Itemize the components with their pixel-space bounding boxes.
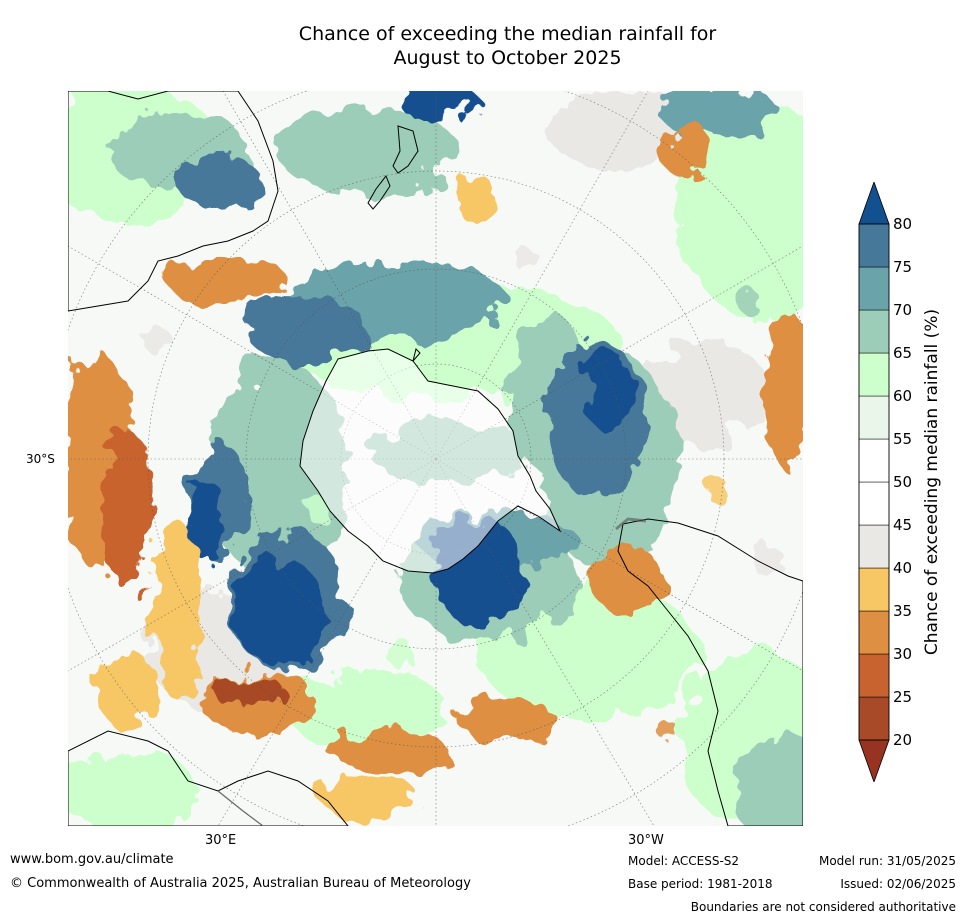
- colorbar-tick-label: 80: [893, 215, 913, 233]
- copyright-text: © Commonwealth of Australia 2025, Austra…: [10, 876, 471, 891]
- antarctica-outline: [299, 348, 562, 574]
- colorbar: [858, 182, 890, 782]
- colorbar-band: [858, 524, 890, 569]
- model-run-date: Model run: 31/05/2025: [818, 854, 956, 868]
- field-blue: [178, 91, 778, 671]
- colorbar-tick-label: 40: [893, 559, 913, 577]
- colorbar-tick-label: 20: [893, 731, 913, 749]
- colorbar-tick-label: 50: [893, 473, 913, 491]
- colorbar-tick-label: 30: [893, 645, 913, 663]
- lon-label-30w: 30°W: [628, 833, 664, 848]
- colorbar-band: [858, 438, 890, 483]
- lon-label-30e: 30°E: [205, 833, 237, 848]
- colorbar-band: [858, 653, 890, 698]
- colorbar-band: [858, 395, 890, 440]
- colorbar-label: Chance of exceeding median rainfall (%): [922, 308, 942, 656]
- title-line-1: Chance of exceeding the median rainfall …: [298, 23, 717, 45]
- colorbar-band: [858, 266, 890, 311]
- colorbar-tick-label: 70: [893, 301, 913, 319]
- new-zealand-outline: [367, 125, 419, 210]
- field-speckle: [144, 249, 784, 741]
- colorbar-tick-label: 75: [893, 258, 913, 276]
- rainfall-map[interactable]: [68, 91, 803, 826]
- colorbar-band: [858, 567, 890, 612]
- colorbar-tick-label: 25: [893, 688, 913, 706]
- colorbar-band: [858, 610, 890, 655]
- map-svg: [68, 91, 803, 826]
- model-name: Model: ACCESS-S2: [628, 854, 740, 868]
- south-america-outline: [617, 518, 803, 826]
- issued-date: Issued: 02/06/2025: [840, 877, 956, 891]
- australia-outline: [68, 91, 279, 312]
- title-line-2: August to October 2025: [393, 47, 622, 69]
- colorbar-tick-label: 45: [893, 516, 913, 534]
- colorbar-band: [858, 481, 890, 526]
- field-dry: [68, 121, 803, 816]
- colorbar-extend-low: [858, 739, 890, 782]
- colorbar-band: [858, 309, 890, 354]
- base-period: Base period: 1981-2018: [628, 877, 773, 891]
- colorbar-tick-label: 35: [893, 602, 913, 620]
- colorbar-tick-label: 60: [893, 387, 913, 405]
- colorbar-band: [858, 352, 890, 397]
- colorbar-extend-high: [858, 182, 890, 225]
- map-title: Chance of exceeding the median rainfall …: [0, 22, 965, 70]
- website-link[interactable]: www.bom.gov.au/climate: [10, 852, 174, 867]
- colorbar-band: [858, 223, 890, 268]
- colorbar-tick-label: 65: [893, 344, 913, 362]
- lat-label-30s: 30°S: [26, 452, 55, 466]
- boundaries-disclaimer: Boundaries are not considered authoritat…: [690, 900, 956, 914]
- africa-outline: [68, 730, 349, 826]
- colorbar-band: [858, 696, 890, 741]
- colorbar-tick-label: 55: [893, 430, 913, 448]
